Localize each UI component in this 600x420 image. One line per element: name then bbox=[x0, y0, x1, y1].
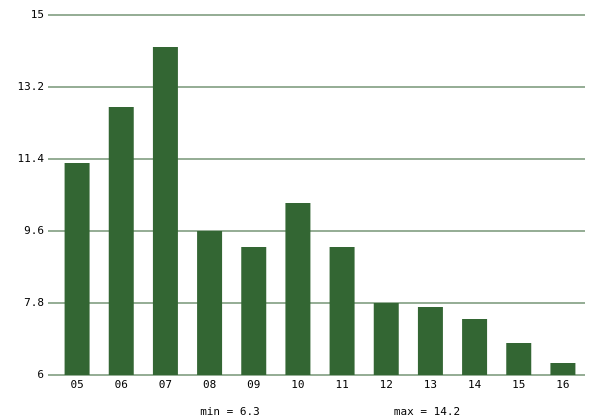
bar bbox=[285, 203, 311, 375]
y-tick-label: 13.2 bbox=[18, 80, 45, 93]
y-tick-label: 15 bbox=[31, 8, 44, 21]
y-tick-label: 7.8 bbox=[24, 296, 44, 309]
x-tick-label: 16 bbox=[556, 378, 569, 391]
bar bbox=[329, 247, 355, 375]
bar bbox=[506, 343, 532, 375]
x-tick-label: 07 bbox=[159, 378, 172, 391]
y-tick-label: 6 bbox=[37, 368, 44, 381]
bar bbox=[152, 47, 178, 375]
bar bbox=[462, 319, 488, 375]
x-tick-label: 08 bbox=[203, 378, 216, 391]
x-tick-label: 15 bbox=[512, 378, 525, 391]
x-tick-label: 11 bbox=[335, 378, 348, 391]
min-annotation: min = 6.3 bbox=[200, 405, 260, 418]
bar bbox=[197, 231, 223, 375]
bar bbox=[550, 363, 576, 375]
x-tick-label: 10 bbox=[291, 378, 304, 391]
bar bbox=[108, 107, 134, 375]
bar bbox=[373, 303, 399, 375]
x-tick-label: 06 bbox=[115, 378, 128, 391]
y-tick-label: 9.6 bbox=[24, 224, 44, 237]
y-tick-label: 11.4 bbox=[18, 152, 45, 165]
x-tick-label: 09 bbox=[247, 378, 260, 391]
x-tick-label: 05 bbox=[70, 378, 83, 391]
bar bbox=[241, 247, 267, 375]
x-tick-label: 12 bbox=[380, 378, 393, 391]
x-tick-label: 14 bbox=[468, 378, 482, 391]
max-annotation: max = 14.2 bbox=[394, 405, 460, 418]
bar bbox=[417, 307, 443, 375]
bar bbox=[64, 163, 90, 375]
x-tick-label: 13 bbox=[424, 378, 437, 391]
